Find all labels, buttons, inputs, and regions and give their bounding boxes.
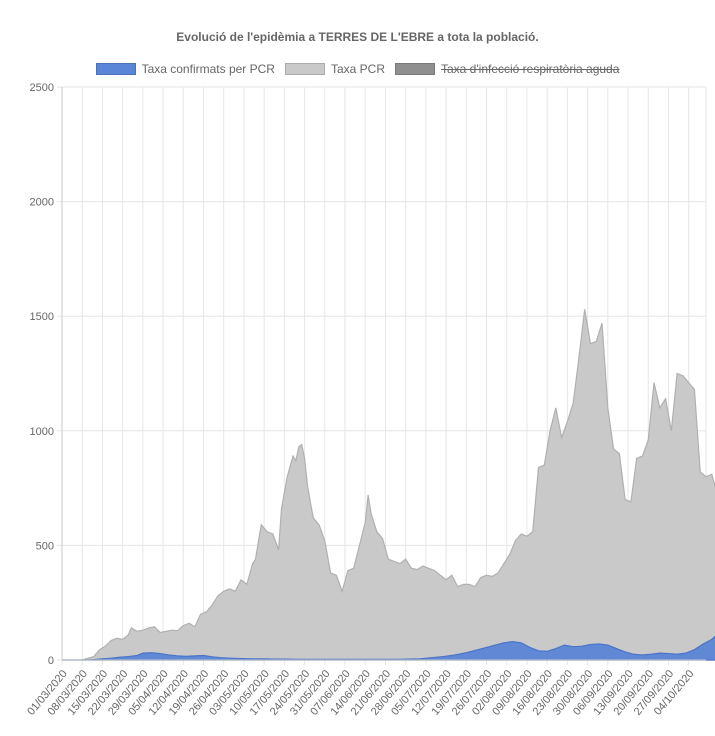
y-tick-label: 1000: [30, 426, 54, 438]
series-area-confirmats[interactable]: [62, 619, 715, 661]
legend-swatch-confirmats: [95, 63, 136, 75]
legend-item-confirmats[interactable]: Taxa confirmats per PCR: [95, 62, 275, 76]
y-tick-label: 500: [36, 540, 54, 552]
y-tick-label: 0: [48, 655, 54, 667]
axis-layer: 01/03/202008/03/202015/03/202022/03/2020…: [25, 82, 706, 718]
legend-item-taxa-pcr[interactable]: Taxa PCR: [284, 62, 385, 76]
legend-swatch-taxa-pcr: [284, 63, 325, 75]
series-area-taxa-pcr[interactable]: [62, 309, 715, 661]
legend-item-infeccio-respiratoria[interactable]: Taxa d'infecció respiratòria aguda: [395, 62, 619, 76]
legend-label-confirmats: Taxa confirmats per PCR: [141, 62, 275, 76]
chart-title: Evolució de l'epidèmia a TERRES DE L'EBR…: [176, 30, 539, 44]
y-tick-label: 1500: [30, 311, 54, 323]
series-layer: [62, 309, 715, 661]
legend: Taxa confirmats per PCR Taxa PCR Taxa d'…: [0, 62, 715, 76]
legend-label-taxa-pcr: Taxa PCR: [330, 62, 385, 76]
legend-label-infeccio-respiratoria: Taxa d'infecció respiratòria aguda: [441, 62, 620, 76]
y-tick-label: 2000: [30, 197, 54, 209]
legend-swatch-infeccio-respiratoria: [395, 63, 435, 75]
y-tick-label: 2500: [30, 82, 54, 94]
